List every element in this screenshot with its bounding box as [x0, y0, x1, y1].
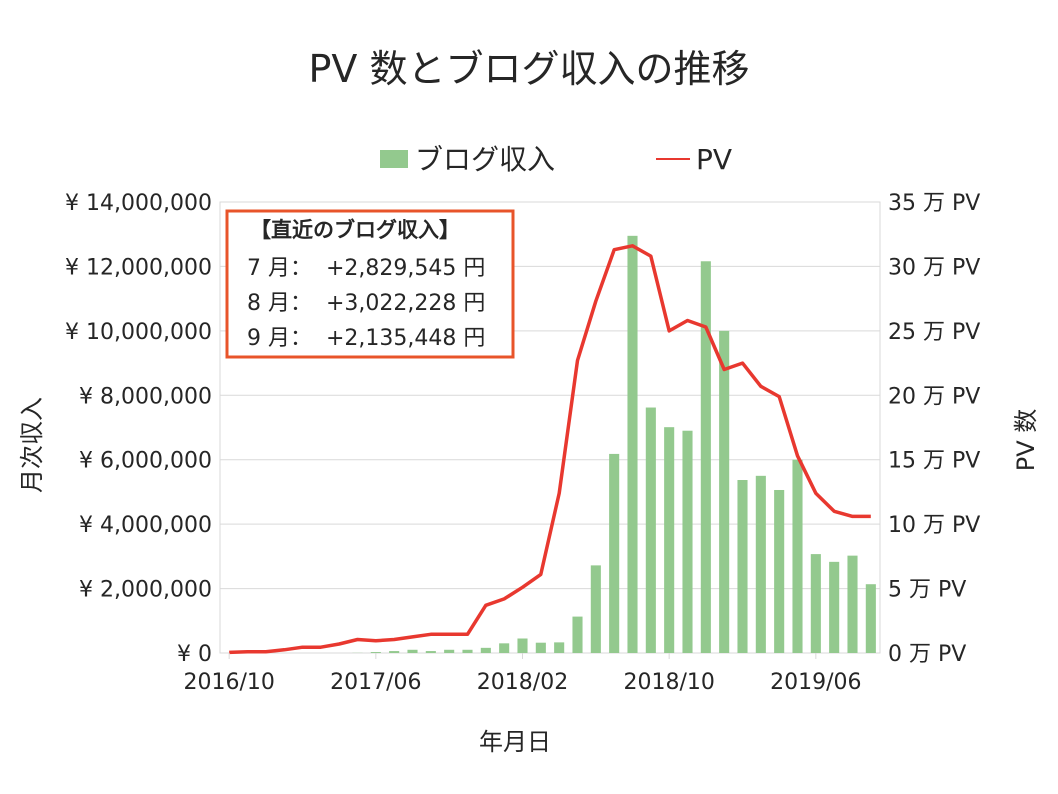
y2-tick-label: 35 万 PV	[888, 191, 980, 216]
y2-tick-label: 10 万 PV	[888, 513, 980, 538]
y2-tick-label: 0 万 PV	[888, 642, 966, 667]
income-bar	[865, 584, 876, 653]
y-tick-label: ¥ 2,000,000	[79, 578, 212, 603]
y-tick-label: ¥ 4,000,000	[79, 513, 212, 538]
x-tick-label: 2019/06	[770, 670, 861, 695]
x-tick-label: 2017/06	[330, 670, 421, 695]
x-tick-label: 2018/02	[477, 670, 568, 695]
income-bar	[847, 555, 858, 653]
pv-line	[229, 244, 871, 655]
y-axis-title: 月次収入	[18, 397, 46, 493]
income-bar	[554, 642, 565, 653]
recent-income-line-august: 8 月： +3,022,228 円	[247, 291, 485, 316]
recent-income-line-july: 7 月： +2,829,545 円	[247, 256, 485, 281]
y2-tick-label: 30 万 PV	[888, 255, 980, 280]
recent-income-heading: 【直近のブログ収入】	[250, 218, 460, 242]
income-bar	[774, 489, 785, 653]
income-bar	[517, 638, 528, 653]
income-bar	[609, 453, 620, 653]
y-tick-label: ¥ 14,000,000	[65, 191, 212, 216]
income-bar	[425, 651, 436, 653]
recent-income-box-frame	[225, 209, 515, 359]
legend-line-label: PV	[696, 143, 732, 176]
income-bar	[389, 651, 400, 653]
income-bar	[535, 642, 546, 653]
income-bar	[590, 565, 601, 653]
recent-income-box: 【直近のブログ収入】 7 月： +2,829,545 円 8 月： +3,022…	[225, 209, 515, 359]
income-bar	[682, 430, 693, 653]
legend-bar-swatch	[380, 150, 408, 168]
y-tick-label: ¥ 6,000,000	[79, 449, 212, 474]
income-bar	[645, 407, 656, 653]
plot-area	[219, 201, 881, 654]
income-bar	[719, 330, 730, 653]
right-axis-ticks: 0 万 PV 5 万 PV 10 万 PV 15 万 PV 20 万 PV 25 万 PV…	[888, 191, 980, 667]
bar-series	[352, 235, 876, 653]
x-tick-label: 2018/10	[623, 670, 714, 695]
x-tick-label: 2016/10	[183, 670, 274, 695]
chart-title: PV 数とブログ収入の推移	[309, 47, 750, 91]
y-tick-label: ¥ 8,000,000	[79, 384, 212, 409]
income-bar	[829, 561, 840, 653]
left-axis-ticks: ¥ 0 ¥ 2,000,000 ¥ 4,000,000 ¥ 6,000,000 ¥ 8,…	[65, 191, 212, 667]
income-bar	[572, 616, 583, 653]
x-axis-title: 年月日	[479, 728, 551, 756]
y2-tick-label: 20 万 PV	[888, 384, 980, 409]
legend-bar-label: ブログ収入	[415, 143, 555, 176]
y2-tick-label: 5 万 PV	[888, 578, 966, 603]
recent-income-line-september: 9 月： +2,135,448 円	[247, 326, 485, 351]
income-bar	[792, 459, 803, 653]
y2-axis-title: PV 数	[1012, 409, 1040, 472]
income-bar	[627, 235, 638, 653]
income-bar	[370, 652, 381, 653]
income-bar	[700, 261, 711, 653]
y-tick-label: ¥ 12,000,000	[65, 255, 212, 280]
y2-tick-label: 15 万 PV	[888, 449, 980, 474]
x-axis-ticks: 2016/10 2017/06 2018/02 2018/10 2019/06	[183, 653, 862, 695]
income-bar	[407, 649, 418, 653]
legend: ブログ収入 PV	[380, 143, 732, 176]
income-bar	[480, 647, 491, 653]
income-bar	[737, 480, 748, 653]
income-bar	[755, 475, 766, 653]
y-tick-label: ¥ 10,000,000	[65, 320, 212, 345]
y-tick-label: ¥ 0	[177, 642, 212, 667]
y2-tick-label: 25 万 PV	[888, 320, 980, 345]
income-bar	[444, 649, 455, 653]
income-bar	[810, 554, 821, 653]
income-bar	[499, 643, 510, 653]
income-bar	[664, 427, 675, 653]
income-bar	[462, 649, 473, 653]
